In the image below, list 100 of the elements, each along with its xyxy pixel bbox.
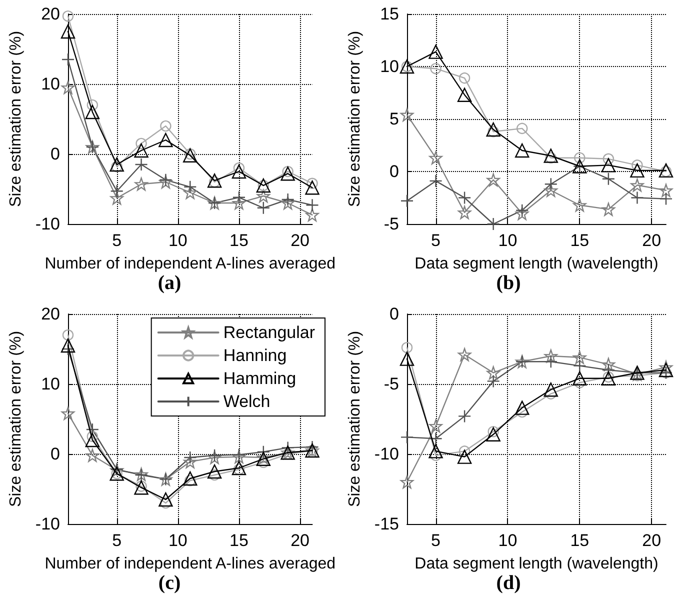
- point: [602, 172, 616, 186]
- point: [458, 446, 470, 457]
- point: [630, 163, 644, 178]
- point: [659, 360, 673, 374]
- point: [159, 175, 172, 189]
- point: [516, 206, 529, 220]
- x-tick-label: 5: [431, 531, 441, 550]
- point: [486, 427, 500, 442]
- y-axis-title: Size estimation error (%): [346, 330, 364, 508]
- point: [486, 374, 500, 388]
- point: [602, 202, 616, 216]
- point: [184, 180, 197, 194]
- x-tick-label: 15: [570, 531, 590, 550]
- x-tick-label: 20: [642, 531, 662, 550]
- point: [602, 371, 614, 383]
- point: [232, 164, 246, 179]
- y-tick-label: 5: [390, 110, 399, 128]
- point: [401, 342, 413, 354]
- y-tick-label: 10: [41, 74, 60, 94]
- point: [280, 166, 295, 181]
- point: [256, 189, 270, 203]
- x-axis-title: Data segment length (wavelength): [414, 256, 658, 272]
- point: [110, 192, 124, 205]
- point: [306, 208, 319, 222]
- y-axis-title: Size estimation error (%): [346, 30, 364, 208]
- point: [544, 178, 558, 191]
- y-tick-label: -15: [374, 514, 399, 534]
- y-tick-label: -10: [35, 214, 60, 234]
- point: [400, 475, 414, 489]
- y-tick-label: 0: [50, 444, 60, 464]
- x-tick-label: 15: [230, 531, 248, 550]
- point: [61, 52, 75, 66]
- point: [306, 198, 319, 212]
- y-tick-label: 0: [50, 144, 60, 164]
- point: [86, 99, 98, 111]
- x-tick-label: 20: [290, 531, 310, 550]
- y-tick-label: 20: [41, 4, 60, 24]
- point: [429, 151, 442, 164]
- x-tick-label: 5: [112, 231, 122, 250]
- y-tick-label: -10: [374, 444, 399, 464]
- legend-label: Rectangular: [223, 323, 316, 342]
- point: [400, 430, 414, 444]
- point: [430, 63, 442, 74]
- y-tick-label: 0: [390, 162, 399, 181]
- legend-label: Welch: [223, 392, 270, 411]
- x-tick-label: 20: [290, 231, 310, 250]
- point: [457, 88, 472, 102]
- point: [160, 120, 172, 132]
- point: [515, 400, 530, 415]
- point: [429, 432, 442, 446]
- point: [458, 348, 472, 362]
- x-tick-label: 5: [112, 531, 122, 550]
- point: [134, 158, 148, 172]
- y-tick-label: 0: [390, 304, 399, 324]
- point: [306, 440, 319, 454]
- legend-label: Hamming: [223, 369, 296, 388]
- point: [86, 448, 100, 462]
- point: [458, 191, 472, 204]
- x-axis-title: Number of independent A-lines averaged: [44, 556, 336, 572]
- point: [458, 410, 472, 423]
- y-tick-label: 15: [380, 4, 399, 24]
- x-tick-label: 10: [168, 531, 188, 550]
- point: [207, 174, 222, 188]
- point: [134, 480, 148, 495]
- point: [486, 366, 500, 380]
- point: [458, 206, 472, 220]
- y-axis-title: Size estimation error (%): [8, 30, 24, 208]
- x-tick-label: 15: [230, 231, 248, 250]
- point: [428, 444, 443, 458]
- point: [281, 196, 294, 210]
- point: [208, 450, 222, 464]
- point: [232, 190, 246, 204]
- point: [516, 204, 529, 217]
- point: [516, 406, 528, 418]
- point: [601, 158, 616, 172]
- point: [207, 464, 222, 479]
- x-axis-title: Data segment length (wavelength): [414, 556, 658, 572]
- x-axis-title: Number of independent A-lines averaged: [44, 256, 336, 272]
- point: [281, 441, 294, 454]
- point: [658, 362, 674, 378]
- y-axis-title: Size estimation error (%): [8, 330, 24, 508]
- point: [110, 184, 124, 198]
- point: [258, 456, 270, 468]
- point: [183, 471, 198, 486]
- y-tick-label: -10: [35, 514, 60, 534]
- point: [574, 152, 586, 164]
- point: [602, 358, 616, 371]
- point: [60, 24, 76, 39]
- point: [486, 217, 500, 231]
- point: [256, 445, 270, 458]
- point: [184, 148, 196, 160]
- point: [134, 178, 148, 191]
- y-tick-label: 10: [41, 374, 60, 394]
- x-tick-label: 10: [498, 231, 518, 250]
- point: [659, 184, 673, 197]
- point: [486, 173, 500, 186]
- point: [61, 406, 75, 420]
- point: [544, 349, 558, 363]
- point: [232, 460, 246, 476]
- point: [184, 186, 197, 200]
